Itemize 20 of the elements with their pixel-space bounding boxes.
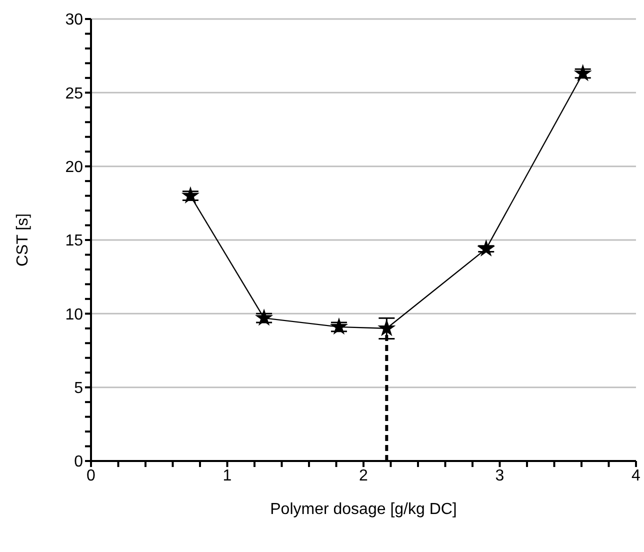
y-tick-label: 20	[65, 159, 84, 176]
point	[378, 320, 395, 336]
point	[478, 240, 494, 256]
x-tick-label: 0	[86, 467, 96, 484]
x-axis-title: Polymer dosage [g/kg DC]	[270, 501, 457, 518]
y-tick-label: 5	[74, 380, 84, 398]
y-tick-label: 15	[65, 232, 84, 250]
point	[256, 310, 272, 325]
y-tick-label: 30	[65, 12, 84, 29]
y-axis-title: CST [s]	[14, 213, 32, 267]
x-tick-label: 1	[222, 467, 232, 484]
x-tick-label: 2	[359, 467, 368, 484]
point	[574, 65, 591, 80]
point	[182, 187, 198, 203]
y-tick-label: 0	[74, 454, 84, 471]
y-tick-label: 25	[65, 85, 84, 102]
point	[330, 318, 347, 334]
x-tick-label: 4	[632, 467, 641, 484]
x-tick-label: 3	[495, 467, 504, 484]
y-tick-label: 10	[65, 306, 84, 324]
